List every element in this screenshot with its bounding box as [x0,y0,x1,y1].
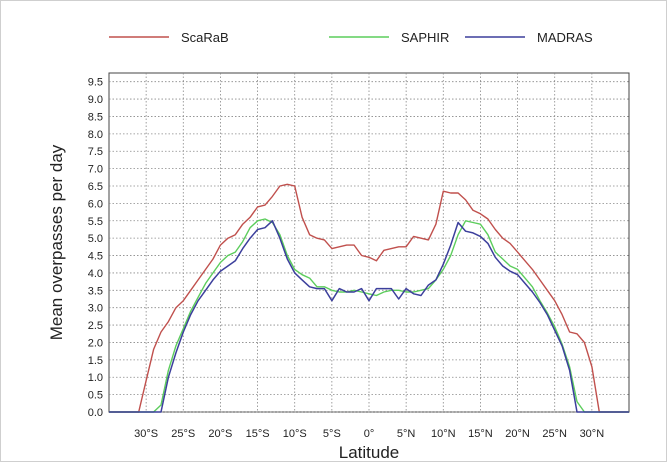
y-tick-label: 7.0 [88,164,103,176]
x-axis-label: Latitude [339,443,400,461]
x-tick-label: 20°N [505,428,530,440]
x-tick-label: 25°S [171,428,195,440]
y-tick-label: 2.0 [88,337,103,349]
series-lines [109,183,629,413]
y-tick-label: 4.0 [88,268,103,280]
legend-label-saphir: SAPHIR [401,30,449,45]
legend-label-scarab: ScaRaB [181,30,229,45]
series-line-scarab [109,183,629,413]
y-tick-label: 9.0 [88,94,103,106]
x-tick-label: 20°S [208,428,232,440]
x-tick-label: 30°S [134,428,158,440]
y-tick-label: 1.5 [88,355,103,367]
y-tick-label: 0.0 [88,407,103,419]
x-tick-label: 30°N [580,428,605,440]
gridlines [109,73,629,413]
y-tick-label: 4.5 [88,251,103,263]
x-tick-label: 15°N [468,428,493,440]
x-tick-label: 15°S [246,428,270,440]
series-line-saphir [109,218,629,413]
y-tick-labels: 0.0 0.5 1.0 1.5 2.0 2.5 3.0 3.5 4.0 4.5 5.0 5.5 6.0 6… [88,77,103,419]
y-tick-label: 9.5 [88,77,103,89]
y-tick-label: 5.5 [88,216,103,228]
y-axis-label: Mean overpasses per day [47,144,66,340]
y-tick-label: 1.0 [88,372,103,384]
x-tick-labels: 30°S 25°S 20°S 15°S 10°S 5°S 0° 5°N 10°N 15°N 20°N… [134,428,604,440]
x-tick-label: 10°N [431,428,456,440]
x-tick-label: 0° [364,428,375,440]
y-tick-label: 3.0 [88,303,103,315]
y-tick-label: 5.0 [88,233,103,245]
y-tick-label: 0.5 [88,390,103,402]
y-tick-label: 2.5 [88,320,103,332]
x-tick-label: 5°N [397,428,416,440]
series-line-madras [109,220,629,413]
x-tick-label: 5°S [323,428,341,440]
y-tick-label: 8.5 [88,111,103,123]
y-tick-label: 6.5 [88,181,103,193]
y-tick-label: 6.0 [88,198,103,210]
y-tick-label: 8.0 [88,129,103,141]
x-tick-label: 10°S [283,428,307,440]
y-tick-label: 3.5 [88,285,103,297]
legend-label-madras: MADRAS [537,30,593,45]
x-tick-label: 25°N [542,428,567,440]
y-tick-label: 7.5 [88,146,103,158]
legend: ScaRaB SAPHIR MADRAS [109,30,593,45]
